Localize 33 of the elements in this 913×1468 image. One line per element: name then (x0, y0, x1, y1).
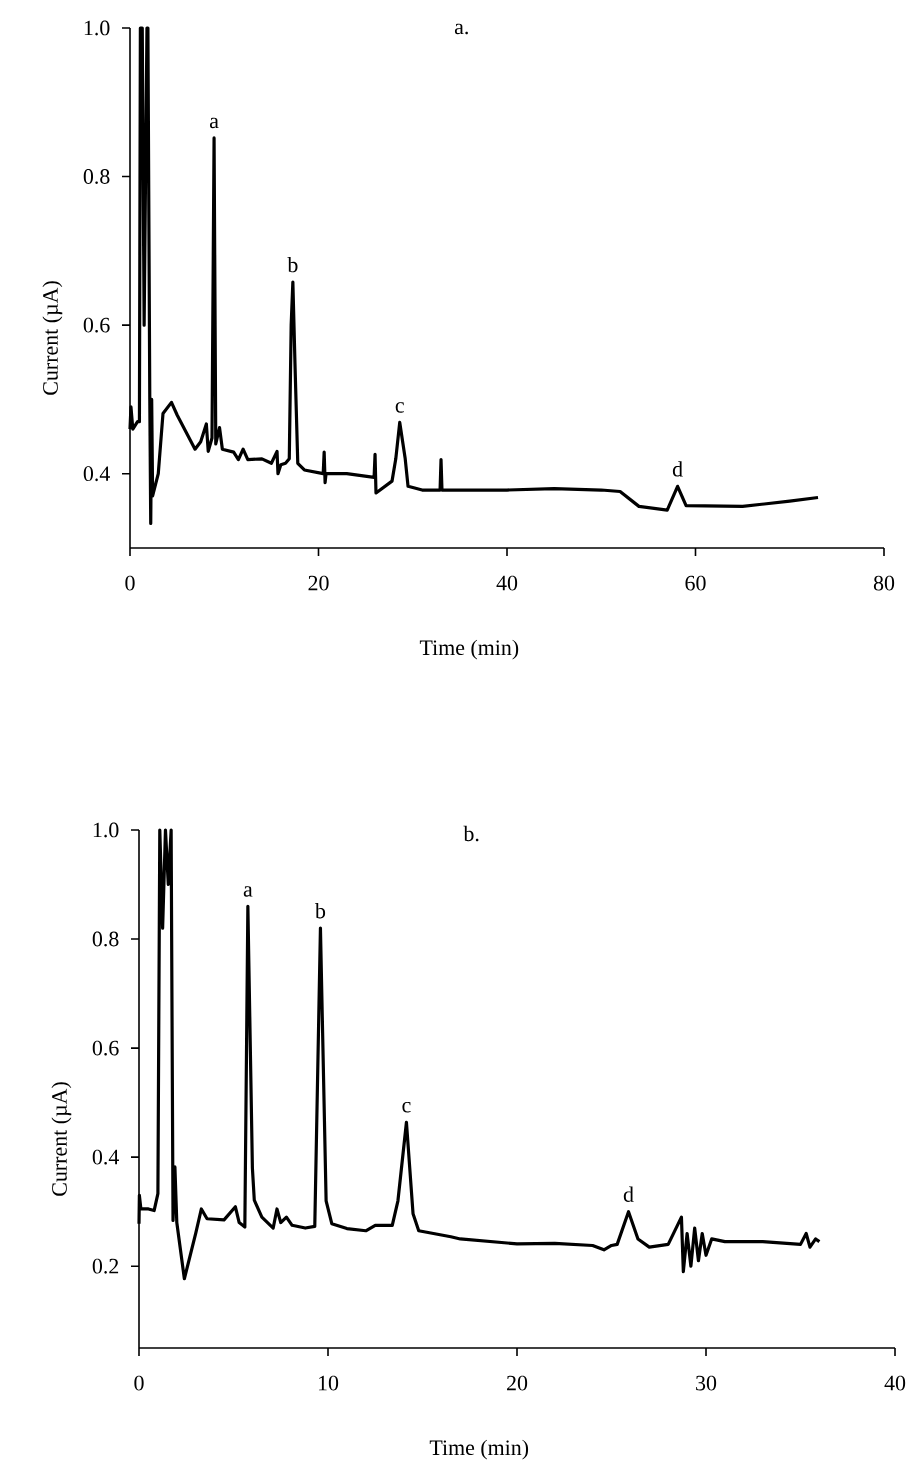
x-tick-label: 60 (685, 575, 706, 591)
x-tick-label: 30 (695, 1375, 717, 1391)
annotation: d (672, 461, 683, 477)
annotation: c (402, 1102, 411, 1113)
x-tick-label: 80 (873, 575, 894, 591)
x-tick-label: 0 (134, 1375, 144, 1391)
x-tick-label: 20 (308, 575, 329, 591)
x-axis-title: Time (min) (429, 1439, 528, 1460)
annotation: d (623, 1186, 634, 1202)
annotation: c (395, 402, 404, 413)
x-axis-title: Time (min) (419, 639, 519, 660)
y-tick-label: 0.4 (83, 466, 110, 482)
annotation: b (287, 256, 298, 273)
y-tick-label: 0.6 (83, 317, 110, 333)
x-tick-label: 0 (125, 575, 135, 591)
y-tick-label: 1.0 (93, 822, 119, 838)
y-tick-label: 0.2 (92, 1258, 118, 1274)
x-tick-label: 10 (318, 1375, 338, 1391)
y-axis-title: Current (µA) (51, 1082, 72, 1196)
y-tick-label: 1.0 (84, 20, 110, 36)
y-tick-label: 0.6 (92, 1040, 119, 1056)
x-tick-label: 40 (496, 575, 517, 591)
chart-title: a. (454, 23, 468, 35)
y-tick-label: 0.8 (92, 931, 119, 947)
x-tick-label: 20 (506, 1375, 527, 1391)
x-tick-label: 40 (884, 1375, 906, 1391)
annotation: a (209, 117, 219, 129)
chart-title: b. (463, 825, 479, 842)
y-axis-title: Current (µA) (42, 281, 63, 395)
y-tick-label: 0.4 (92, 1149, 119, 1165)
y-tick-label: 0.8 (83, 169, 110, 184)
annotation: a (243, 886, 253, 897)
annotation: b (314, 903, 325, 919)
